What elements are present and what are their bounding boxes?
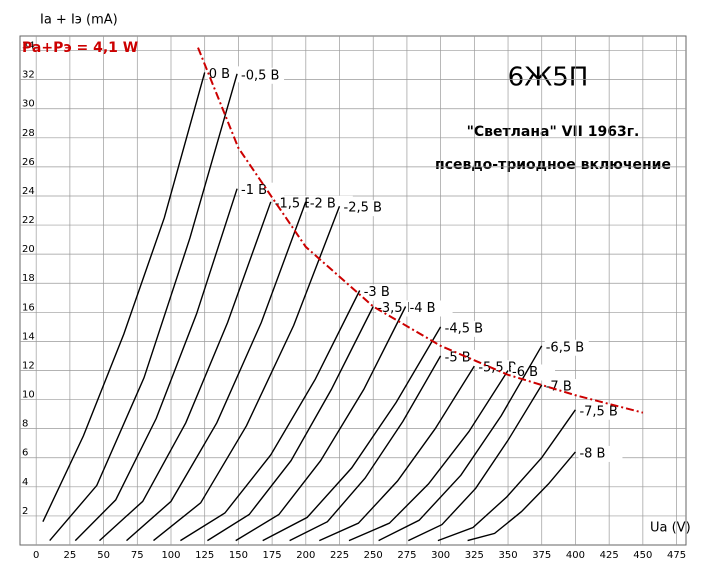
x-tick-label: 125 [195, 550, 214, 561]
x-tick-label: 325 [465, 550, 484, 561]
x-tick-label: 300 [431, 550, 450, 561]
y-tick-label: 34 [22, 41, 35, 52]
curve [235, 306, 407, 542]
y-tick-label: 2 [22, 506, 28, 517]
x-tick-label: 450 [633, 550, 652, 561]
label-bg [408, 300, 453, 317]
curve [378, 345, 543, 542]
curve-label: -6 В [512, 365, 538, 380]
curve-label: -7 В [546, 380, 572, 395]
subtitle: "Светлана" VII 1963г. [467, 124, 640, 140]
x-tick-label: 400 [566, 550, 585, 561]
curve [207, 306, 374, 542]
x-tick-label: 250 [364, 550, 383, 561]
curve-label: -5 В [445, 350, 471, 365]
curve [126, 201, 307, 542]
x-tick-label: 475 [667, 550, 686, 561]
x-tick-label: 275 [397, 550, 416, 561]
curve [437, 409, 576, 542]
label-bg [544, 379, 589, 396]
x-tick-label: 225 [330, 550, 349, 561]
curve [99, 201, 272, 542]
y-tick-label: 12 [22, 360, 35, 371]
curve-label: -6,5 В [546, 340, 584, 355]
plot-area [19, 35, 687, 546]
y-tick-label: 32 [22, 70, 35, 81]
curve-label: -2,5 В [344, 201, 382, 216]
curve-label: -2 В [310, 196, 336, 211]
label-bg [362, 284, 407, 301]
label-bg [308, 195, 353, 212]
curve [262, 326, 442, 542]
y-tick-label: 8 [22, 419, 28, 430]
y-tick-label: 24 [22, 186, 35, 197]
y-tick-label: 6 [22, 448, 28, 459]
x-tick-label: 375 [532, 550, 551, 561]
x-tick-label: 150 [229, 550, 248, 561]
x-tick-label: 200 [296, 550, 315, 561]
curve [289, 355, 442, 542]
y-axis-label: Ia + Iэ (mA) [40, 13, 118, 28]
y-tick-label: 20 [22, 244, 35, 255]
x-tick-label: 0 [33, 550, 39, 561]
x-tick-label: 75 [131, 550, 144, 561]
curve [153, 205, 341, 542]
curve-label: -4,5 В [445, 321, 483, 336]
subtitle: псевдо-триодное включение [435, 157, 671, 173]
y-tick-label: 28 [22, 128, 35, 139]
curve [319, 365, 475, 542]
curve-label: -3 В [364, 285, 390, 300]
curve-label: -4 В [410, 301, 436, 316]
power-curve [197, 47, 644, 414]
y-tick-label: 16 [22, 302, 35, 313]
x-tick-label: 100 [161, 550, 180, 561]
label-bg [342, 200, 387, 217]
y-tick-label: 10 [22, 390, 35, 401]
x-tick-label: 175 [263, 550, 282, 561]
curve [467, 451, 576, 542]
x-tick-label: 50 [97, 550, 110, 561]
x-tick-label: 425 [600, 550, 619, 561]
curve [74, 188, 238, 542]
label-bg [544, 339, 589, 356]
label-bg [578, 445, 623, 462]
y-tick-label: 26 [22, 157, 35, 168]
curve-label: -7,5 В [579, 404, 617, 419]
y-tick-label: 22 [22, 215, 35, 226]
curve [180, 290, 361, 542]
chart-title: 6Ж5П [508, 63, 589, 93]
curve-label: -3,5 В [377, 301, 415, 316]
curve-label: -8 В [579, 446, 605, 461]
x-axis-label: Ua (V) [650, 521, 691, 536]
label-bg [240, 67, 285, 84]
power-label: Pa+Pэ = 4,1 W [22, 40, 138, 56]
y-tick-label: 30 [22, 99, 35, 110]
curve [49, 73, 238, 542]
curve [42, 72, 206, 522]
y-tick-label: 4 [22, 477, 28, 488]
label-bg [511, 364, 556, 381]
curve-label: -5,5 В [478, 361, 516, 376]
label-bg [443, 320, 488, 337]
x-tick-label: 25 [64, 550, 77, 561]
curve-label: -1 В [241, 183, 267, 198]
label-bg [477, 360, 522, 377]
y-tick-label: 14 [22, 331, 35, 342]
curve [407, 384, 543, 542]
y-tick-label: 18 [22, 273, 35, 284]
label-bg [273, 195, 318, 212]
x-tick-label: 350 [498, 550, 517, 561]
curve-label: -0,5 В [241, 68, 279, 83]
curve-label: 0 В [209, 67, 230, 82]
curve [348, 370, 509, 542]
label-bg [578, 403, 623, 420]
label-bg [240, 182, 285, 199]
